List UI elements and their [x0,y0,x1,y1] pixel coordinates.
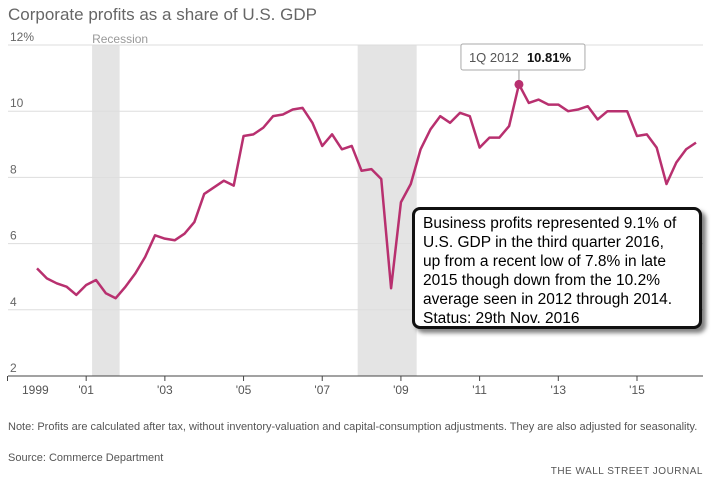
x-tick-label: '05 [236,383,252,397]
y-tick-label: 12% [10,30,34,44]
annotation-line: Business profits represented 9.1% of [423,215,677,232]
x-tick-label: '01 [78,383,94,397]
x-tick-label: '03 [157,383,173,397]
credit: THE WALL STREET JOURNAL [550,466,703,477]
y-tick-label: 10 [10,96,24,110]
annotation-line: 2015 though down from the 10.2% [423,272,660,289]
chart-title: Corporate profits as a share of U.S. GDP [8,5,317,24]
x-tick-label: '11 [472,383,487,397]
y-tick-label: 2 [10,361,17,375]
recession-label: Recession [92,32,148,46]
source: Source: Commerce Department [8,452,164,464]
line [36,83,697,300]
y-tick-label: 6 [10,229,17,243]
annotation-line: up from a recent low of 7.8% in late [423,253,666,270]
annotation-box: Business profits represented 9.1% of U.S.… [412,207,702,329]
x-tick-label: '07 [314,383,330,397]
callout-box [460,43,586,71]
x-tick-label: '13 [550,383,566,397]
annotation-line: average seen in 2012 through 2014. [423,291,673,308]
recession-band [92,45,120,376]
recession-band [357,45,417,376]
annotation-line: Status: 29th Nov. 2016 [423,310,580,327]
y-tick-label: 4 [10,295,17,309]
annotation-line: U.S. GDP in the third quarter 2016, [423,234,664,251]
x-tick-label: 1999 [22,383,49,397]
callout-value: 10.81% [527,50,572,65]
callout-date: 1Q 2012 [469,50,519,65]
x-tick-label: '15 [629,383,645,397]
note: Note: Profits are calculated after tax, … [8,421,698,433]
highlight-point [514,79,524,89]
y-tick-label: 8 [10,162,17,176]
x-tick-label: '09 [393,383,409,397]
